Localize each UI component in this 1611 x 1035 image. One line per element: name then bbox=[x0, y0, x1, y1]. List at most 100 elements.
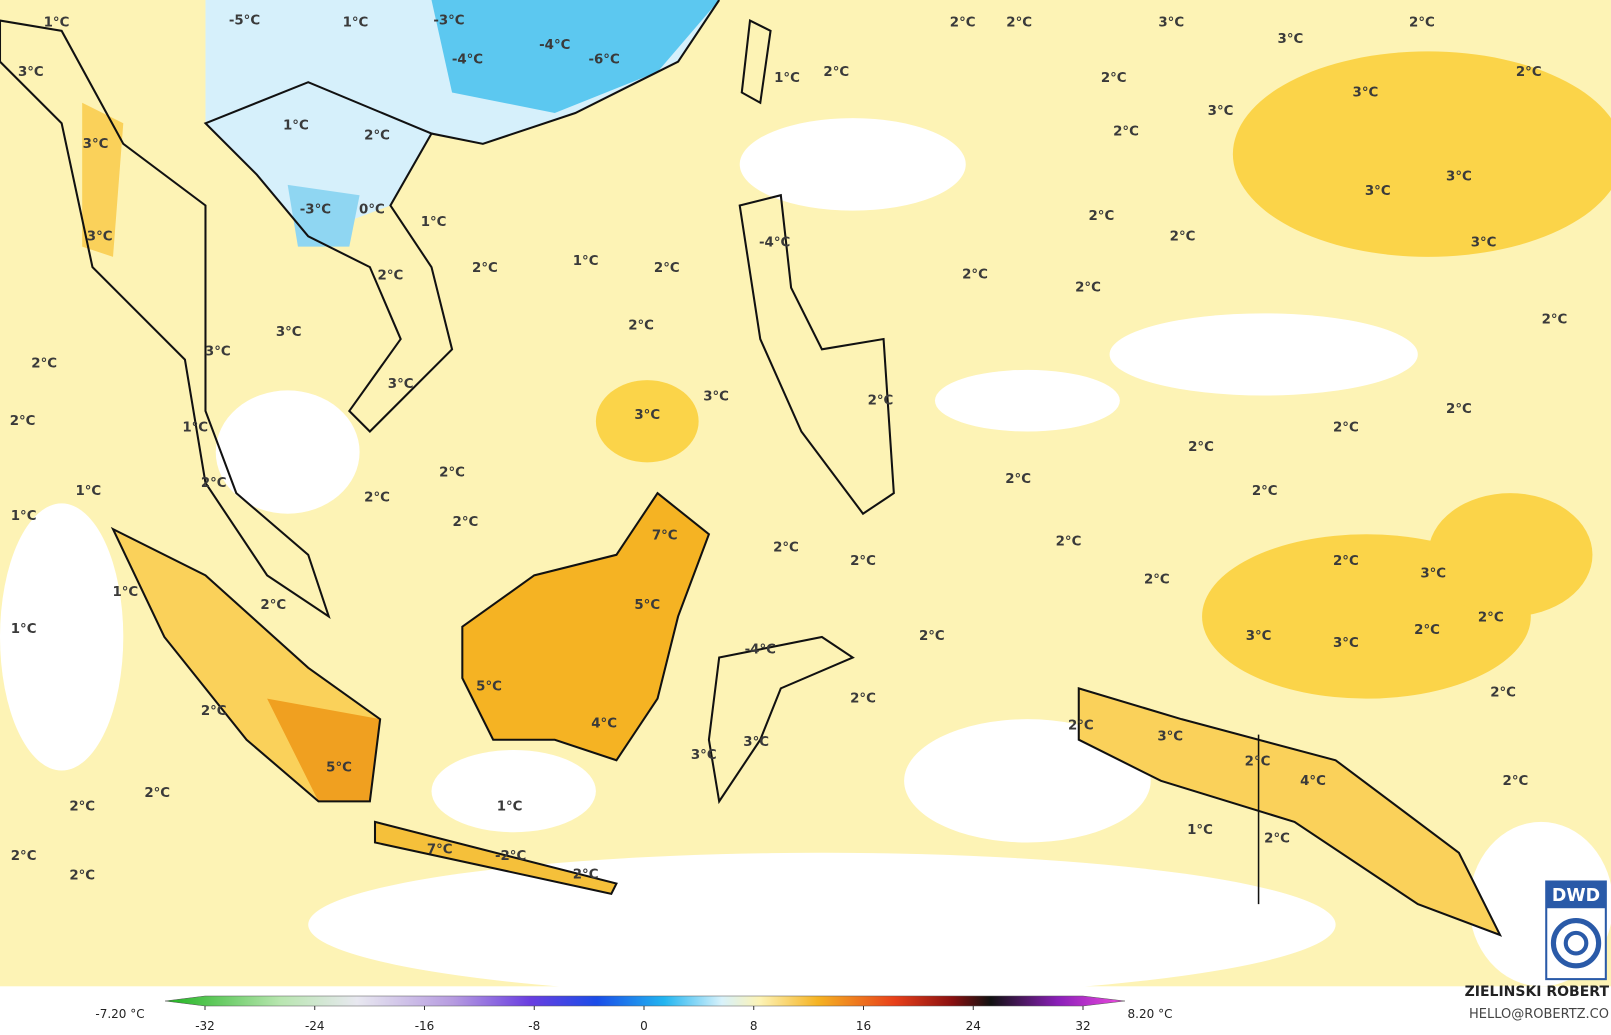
temperature-label: 2°C bbox=[439, 466, 465, 481]
temperature-label: 3°C bbox=[1208, 104, 1234, 119]
temperature-label: -4°C bbox=[745, 642, 776, 657]
temperature-label: 2°C bbox=[453, 515, 479, 530]
temperature-label: 2°C bbox=[1409, 16, 1435, 31]
temperature-label: 0°C bbox=[359, 203, 385, 218]
colorbar-tick-label: 0 bbox=[640, 1019, 648, 1033]
temperature-label: 2°C bbox=[950, 16, 976, 31]
temperature-label: 7°C bbox=[427, 843, 453, 858]
temperature-label: 1°C bbox=[497, 800, 523, 815]
temperature-label: 5°C bbox=[476, 679, 502, 694]
temperature-label: 2°C bbox=[10, 414, 36, 429]
temperature-label: -4°C bbox=[759, 235, 790, 250]
temperature-label: 3°C bbox=[1471, 235, 1497, 250]
temperature-label: 3°C bbox=[1353, 85, 1379, 100]
temperature-label: 2°C bbox=[1333, 420, 1359, 435]
temperature-label: 2°C bbox=[1113, 125, 1139, 140]
temperature-label: 2°C bbox=[850, 692, 876, 707]
temperature-label: 2°C bbox=[1490, 685, 1516, 700]
map: -5°C 1°C 1°C -3°C -4°C -6°C -4°C 1°C 2°C 2°C 2°C 3°… bbox=[0, 0, 1611, 987]
temperature-label: 3°C bbox=[1333, 636, 1359, 651]
temperature-label: 1°C bbox=[44, 16, 70, 31]
logo-text: DWD bbox=[1552, 886, 1600, 906]
temperature-label: 4°C bbox=[591, 716, 617, 731]
temperature-label: 2°C bbox=[654, 261, 680, 276]
temperature-label: 1°C bbox=[11, 622, 37, 637]
temperature-label: 2°C bbox=[1252, 484, 1278, 499]
temperature-label: 2°C bbox=[378, 268, 404, 283]
colorbar-min: -7.20 °C bbox=[95, 1007, 144, 1021]
colorbar-max: 8.20 °C bbox=[1128, 1007, 1173, 1021]
temperature-label: 2°C bbox=[1068, 718, 1094, 733]
temperature-label: 3°C bbox=[388, 377, 414, 392]
temperature-label: 4°C bbox=[1300, 774, 1326, 789]
temperature-label: 1°C bbox=[11, 509, 37, 524]
temperature-label: 3°C bbox=[87, 229, 113, 244]
temperature-label: 2°C bbox=[31, 357, 57, 372]
temperature-label: 2°C bbox=[773, 541, 799, 556]
temperature-label: 2°C bbox=[201, 476, 227, 491]
temperature-label: -4°C bbox=[539, 38, 570, 53]
temperature-label: 2°C bbox=[11, 849, 37, 864]
temperature-label: 2°C bbox=[1005, 472, 1031, 487]
temperature-label: 2°C bbox=[364, 490, 390, 505]
temperature-label: 2°C bbox=[1245, 754, 1271, 769]
temperature-label: 3°C bbox=[743, 735, 769, 750]
temperature-label: -3°C bbox=[433, 14, 464, 29]
colorbar-tick-label: -32 bbox=[195, 1019, 215, 1033]
colorbar-tick-label: 24 bbox=[966, 1019, 981, 1033]
colorbar-tick-label: -24 bbox=[305, 1019, 325, 1033]
temperature-label: 2°C bbox=[1006, 16, 1032, 31]
colorbar: -7.20 °C 8.20 °C -32 -24 -16 -8 0 8 16 24 32 bbox=[95, 995, 1173, 1033]
temperature-label: 2°C bbox=[919, 629, 945, 644]
temperature-label: 5°C bbox=[326, 760, 352, 775]
temperature-label: 1°C bbox=[1187, 823, 1213, 838]
temperature-label: 2°C bbox=[260, 598, 286, 613]
temperature-label: 2°C bbox=[1478, 610, 1504, 625]
temperature-label: 5°C bbox=[634, 598, 660, 613]
dwd-logo: DWD bbox=[1545, 880, 1607, 981]
temperature-label: 2°C bbox=[823, 65, 849, 80]
temperature-label: 2°C bbox=[472, 261, 498, 276]
credit-email: HELLO@ROBERTZ.CO bbox=[1469, 1007, 1609, 1022]
temperature-label: 1°C bbox=[283, 118, 309, 133]
temperature-label: 1°C bbox=[112, 585, 138, 600]
temperature-label: 3°C bbox=[1157, 730, 1183, 745]
temperature-label: 1°C bbox=[75, 484, 101, 499]
temperature-label: 2°C bbox=[1503, 774, 1529, 789]
temperature-label: 1°C bbox=[421, 215, 447, 230]
temperature-label: 3°C bbox=[1278, 32, 1304, 47]
temperature-label: 2°C bbox=[144, 786, 170, 801]
temperature-label: 1°C bbox=[774, 71, 800, 86]
temperature-label: 7°C bbox=[652, 528, 678, 543]
temperature-label: 2°C bbox=[1542, 313, 1568, 328]
temperature-label: 3°C bbox=[1446, 170, 1472, 185]
temperature-label: 3°C bbox=[1365, 184, 1391, 199]
temperature-label: 2°C bbox=[573, 867, 599, 882]
colorbar-tick-label: 16 bbox=[856, 1019, 871, 1033]
temperature-label: 2°C bbox=[1075, 281, 1101, 296]
temperature-label: 3°C bbox=[205, 344, 231, 359]
temperature-label: 2°C bbox=[1101, 71, 1127, 86]
temperature-label: 2°C bbox=[850, 554, 876, 569]
temperature-label: 2°C bbox=[628, 319, 654, 334]
temperature-label: 3°C bbox=[1158, 16, 1184, 31]
colorbar-tick-label: -16 bbox=[415, 1019, 435, 1033]
temperature-label: 2°C bbox=[69, 868, 95, 883]
temperature-label: 3°C bbox=[703, 390, 729, 405]
temperature-label: 2°C bbox=[1088, 209, 1114, 224]
temperature-label: 2°C bbox=[1056, 534, 1082, 549]
temperature-label: 1°C bbox=[182, 420, 208, 435]
temperature-label: 1°C bbox=[343, 16, 369, 31]
temperature-label: 3°C bbox=[18, 65, 44, 80]
temperature-label: -3°C bbox=[300, 203, 331, 218]
temperature-label: 2°C bbox=[868, 394, 894, 409]
temperature-label: -6°C bbox=[588, 53, 619, 68]
temperature-label: 2°C bbox=[201, 704, 227, 719]
temperature-label: 3°C bbox=[1246, 629, 1272, 644]
temperature-label: 2°C bbox=[962, 267, 988, 282]
temperature-label: 3°C bbox=[83, 137, 109, 152]
temperature-label: 2°C bbox=[1188, 440, 1214, 455]
temperature-label: 2°C bbox=[1144, 572, 1170, 587]
temperature-label: 1°C bbox=[573, 254, 599, 269]
